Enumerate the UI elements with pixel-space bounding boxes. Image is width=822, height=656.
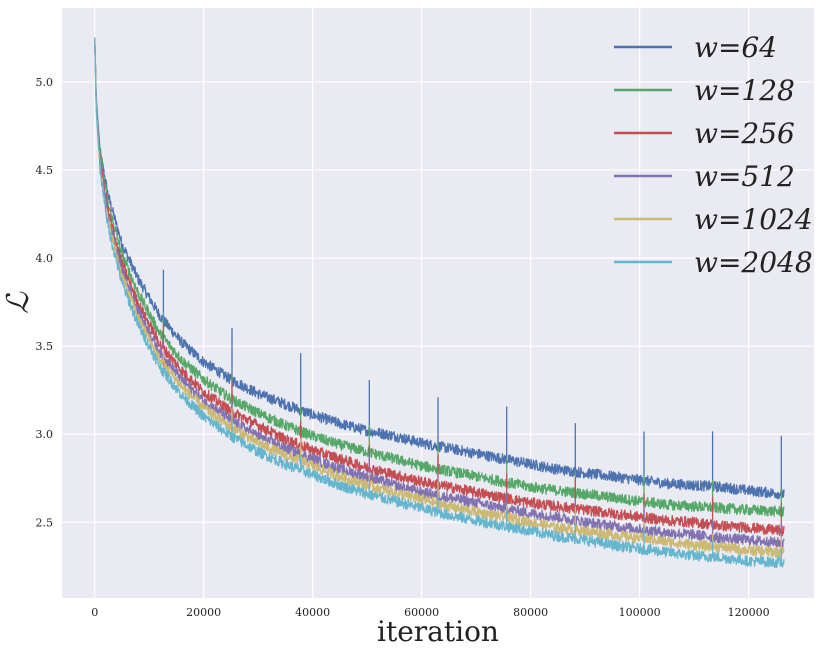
series-line-w64	[94, 37, 785, 500]
legend-label: w=2048	[694, 246, 813, 279]
x-tick-label: 80000	[513, 606, 548, 619]
legend-label: w=1024	[694, 203, 813, 236]
legend-label: w=64	[694, 31, 777, 64]
legend-label: w=256	[694, 117, 795, 150]
x-tick-label: 60000	[404, 606, 439, 619]
y-axis-ticks: 2.5 3.0 3.5 4.0 4.5 5.0	[36, 76, 54, 529]
x-tick-label: 20000	[186, 606, 221, 619]
series-line-w128	[94, 37, 785, 517]
x-tick-label: 120000	[728, 606, 770, 619]
y-tick-label: 4.0	[36, 252, 54, 265]
x-tick-label: 0	[91, 606, 98, 619]
y-tick-label: 5.0	[36, 76, 54, 89]
y-tick-label: 3.5	[36, 340, 54, 353]
x-axis-ticks: 0 20000 40000 60000 80000 100000 120000	[91, 606, 769, 619]
x-tick-label: 100000	[619, 606, 661, 619]
x-tick-label: 40000	[295, 606, 330, 619]
grid-lines	[62, 8, 814, 598]
x-axis-label: iteration	[377, 615, 499, 648]
y-axis-label: ℒ	[1, 291, 36, 314]
legend: w=64 w=128 w=256 w=512 w=1024 w=2048	[614, 31, 813, 279]
legend-label: w=128	[694, 74, 795, 107]
legend-label: w=512	[694, 160, 795, 193]
y-tick-label: 4.5	[36, 164, 54, 177]
series-line-w2048	[94, 37, 785, 569]
y-tick-label: 3.0	[36, 428, 54, 441]
series-lines	[94, 37, 785, 569]
y-tick-label: 2.5	[36, 516, 54, 529]
series-line-w256	[94, 37, 785, 537]
series-line-w1024	[94, 37, 785, 558]
